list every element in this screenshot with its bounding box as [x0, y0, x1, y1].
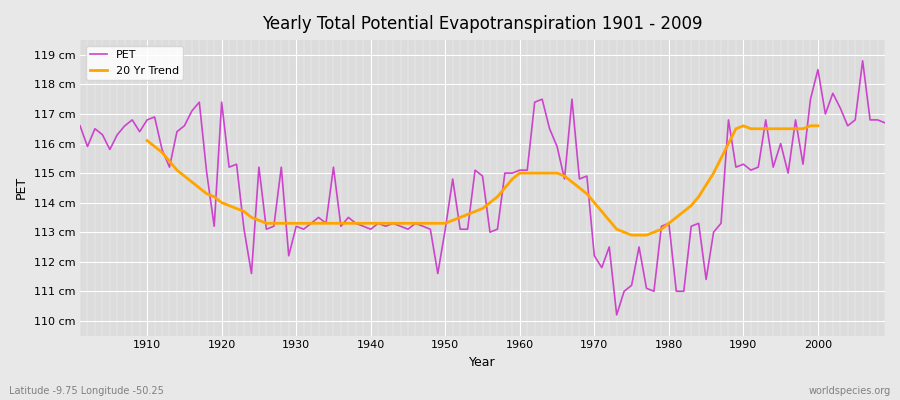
Line: 20 Yr Trend: 20 Yr Trend — [147, 126, 818, 235]
PET — [604, 244, 615, 249]
PET — [507, 171, 517, 176]
20 Yr Trend — [313, 221, 324, 226]
Line: PET: PET — [80, 61, 885, 315]
PET — [75, 123, 86, 128]
20 Yr Trend — [298, 221, 309, 226]
20 Yr Trend — [806, 123, 816, 128]
20 Yr Trend — [626, 233, 637, 238]
20 Yr Trend — [141, 138, 152, 143]
PET — [515, 168, 526, 172]
PET — [298, 227, 309, 232]
PET — [611, 312, 622, 317]
20 Yr Trend — [716, 156, 726, 161]
20 Yr Trend — [224, 203, 235, 208]
20 Yr Trend — [738, 123, 749, 128]
20 Yr Trend — [813, 123, 824, 128]
Text: worldspecies.org: worldspecies.org — [809, 386, 891, 396]
PET — [879, 120, 890, 125]
Text: Latitude -9.75 Longitude -50.25: Latitude -9.75 Longitude -50.25 — [9, 386, 164, 396]
X-axis label: Year: Year — [469, 356, 496, 369]
Y-axis label: PET: PET — [15, 176, 28, 200]
Legend: PET, 20 Yr Trend: PET, 20 Yr Trend — [86, 46, 184, 80]
Title: Yearly Total Potential Evapotranspiration 1901 - 2009: Yearly Total Potential Evapotranspiratio… — [262, 15, 703, 33]
PET — [134, 129, 145, 134]
PET — [857, 58, 868, 63]
20 Yr Trend — [529, 171, 540, 176]
PET — [343, 215, 354, 220]
